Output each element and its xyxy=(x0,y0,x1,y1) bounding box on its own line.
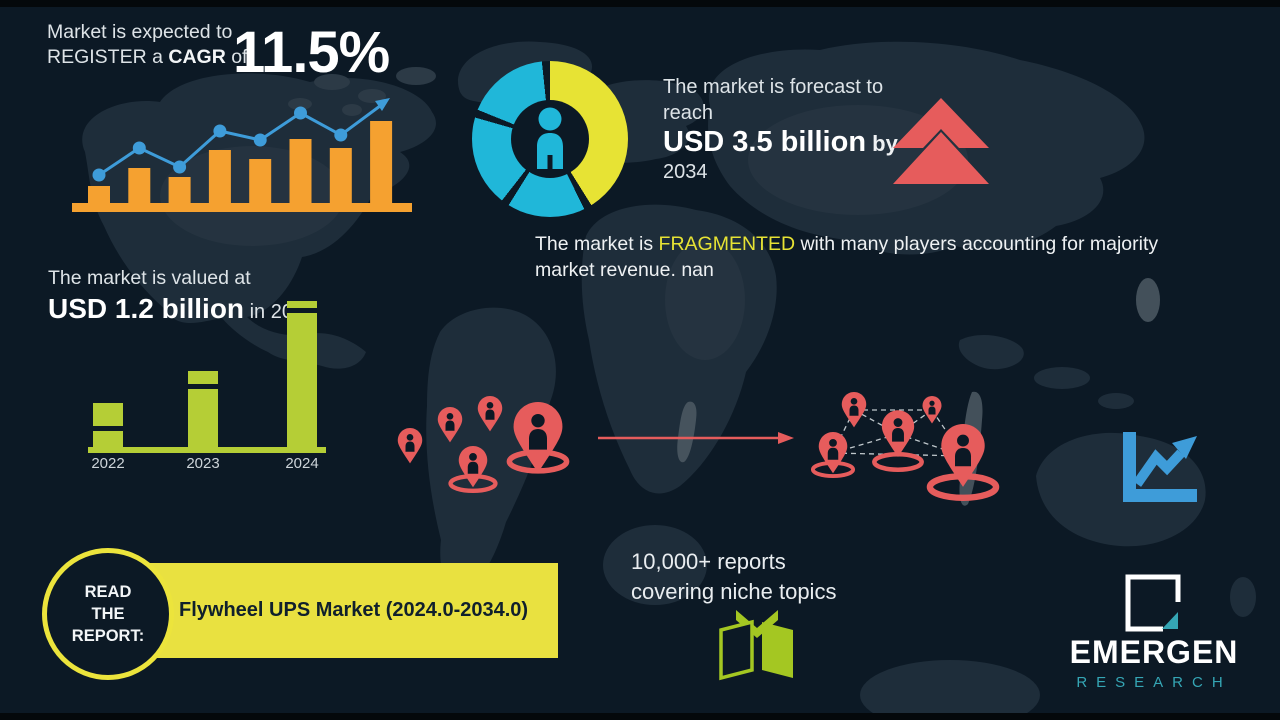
valued-value-line: USD 1.2 billion in 2024 xyxy=(48,291,315,327)
forecast-line2: reach xyxy=(663,102,714,124)
bar-2024 xyxy=(287,301,317,447)
forecast-value: USD 3.5 billion by xyxy=(663,126,898,158)
valued-value: USD 1.2 billion xyxy=(48,293,245,325)
badge-line3: REPORT: xyxy=(71,627,145,646)
pin-cluster-left xyxy=(397,396,600,505)
pin-network-right xyxy=(810,392,1005,505)
bar-notch xyxy=(93,426,123,431)
bar-2022 xyxy=(93,403,123,447)
reports-line2: covering niche topics xyxy=(631,578,837,604)
emergen-logo-icon xyxy=(1125,574,1181,632)
year-label: 2023 xyxy=(186,455,220,472)
report-title-band[interactable]: Flywheel UPS Market (2024.0-2034.0) xyxy=(145,563,558,658)
donut-hole xyxy=(511,100,589,178)
cagr-line2: REGISTER a CAGR of xyxy=(47,45,248,68)
top-letterbox-bar xyxy=(0,0,1280,7)
year-label: 2024 xyxy=(285,455,319,472)
reports-promo: 10,000+ reports covering niche topics xyxy=(631,547,836,606)
year-label: 2022 xyxy=(91,455,125,472)
reports-line1: 10,000+ reports xyxy=(631,549,786,574)
bar-notch xyxy=(188,384,218,389)
cagr-headline: Market is expected to REGISTER a CAGR of xyxy=(47,20,247,70)
bar-notch xyxy=(287,308,317,313)
right-arrow-icon xyxy=(598,432,794,444)
brand-block: EMERGEN RESEARCH xyxy=(1040,634,1268,691)
forecast-line1: The market is forecast to xyxy=(663,76,884,98)
badge-line1: READ xyxy=(84,582,132,601)
open-book-icon xyxy=(719,610,793,681)
person-icon xyxy=(537,107,563,169)
bottom-letterbox-bar xyxy=(0,713,1280,720)
bar-2023 xyxy=(188,371,218,447)
chart-baseline xyxy=(88,447,326,453)
report-title: Flywheel UPS Market (2024.0-2034.0) xyxy=(179,599,529,621)
growth-bar-line-chart xyxy=(72,98,412,212)
valued-line1: The market is valued at xyxy=(48,267,251,289)
axes-zigzag-arrow-icon xyxy=(1123,432,1197,502)
cagr-line1: Market is expected to xyxy=(47,21,233,43)
forecast-by: by xyxy=(866,131,898,156)
valued-block: The market is valued at USD 1.2 billion … xyxy=(48,266,315,328)
market-value-bar-chart: 2022 2023 2024 xyxy=(88,298,333,476)
forecast-block: The market is forecast to reach USD 3.5 … xyxy=(663,74,933,185)
fragmented-note: The market is FRAGMENTED with many playe… xyxy=(535,233,1159,282)
forecast-year: 2034 xyxy=(663,161,708,184)
badge-line2: THE xyxy=(91,604,125,623)
read-the-report-badge[interactable]: READ THE REPORT: xyxy=(42,548,174,680)
fragmented-highlight: FRAGMENTED xyxy=(658,233,796,255)
cagr-value: 11.5% xyxy=(233,20,390,85)
cagr-term: CAGR xyxy=(168,45,226,68)
double-chevron-up-icon xyxy=(893,98,989,184)
brand-subtitle: RESEARCH xyxy=(1076,673,1232,691)
brand-name: EMERGEN xyxy=(1069,634,1239,670)
